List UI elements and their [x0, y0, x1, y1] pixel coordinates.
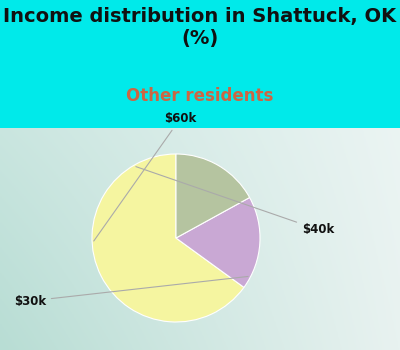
Text: $30k: $30k	[14, 276, 248, 308]
Text: $60k: $60k	[94, 112, 196, 241]
Wedge shape	[92, 154, 244, 322]
Text: Other residents: Other residents	[126, 87, 274, 105]
Wedge shape	[176, 197, 260, 287]
Wedge shape	[176, 154, 250, 238]
Text: $40k: $40k	[136, 167, 334, 236]
Text: Income distribution in Shattuck, OK
(%): Income distribution in Shattuck, OK (%)	[4, 7, 396, 48]
